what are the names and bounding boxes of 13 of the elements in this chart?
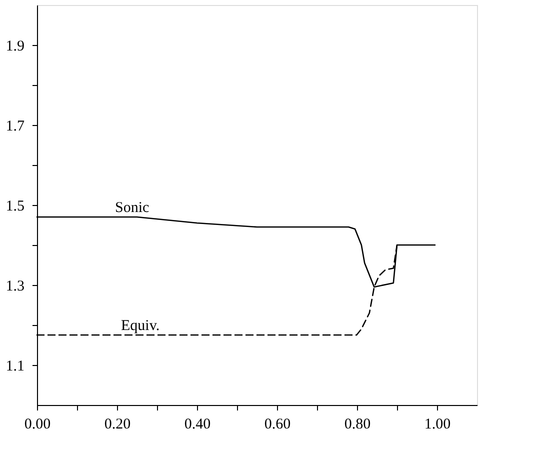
y-tick-label: 1.9 xyxy=(6,38,24,54)
y-tick-label: 1.7 xyxy=(6,118,25,134)
y-tick-label: 1.3 xyxy=(6,278,24,294)
x-tick-label: 0.20 xyxy=(104,416,131,432)
series-label: Equiv. xyxy=(121,318,160,334)
x-tick-label: 1.00 xyxy=(424,416,451,432)
x-tick-label: 0.00 xyxy=(24,416,51,432)
y-tick-label: 1.1 xyxy=(6,358,24,374)
y-tick-label: 1.5 xyxy=(6,198,24,214)
x-tick-label: 0.80 xyxy=(344,416,371,432)
x-tick-label: 0.40 xyxy=(184,416,211,432)
x-tick-label: 0.60 xyxy=(264,416,291,432)
series-label: Sonic xyxy=(115,200,150,216)
